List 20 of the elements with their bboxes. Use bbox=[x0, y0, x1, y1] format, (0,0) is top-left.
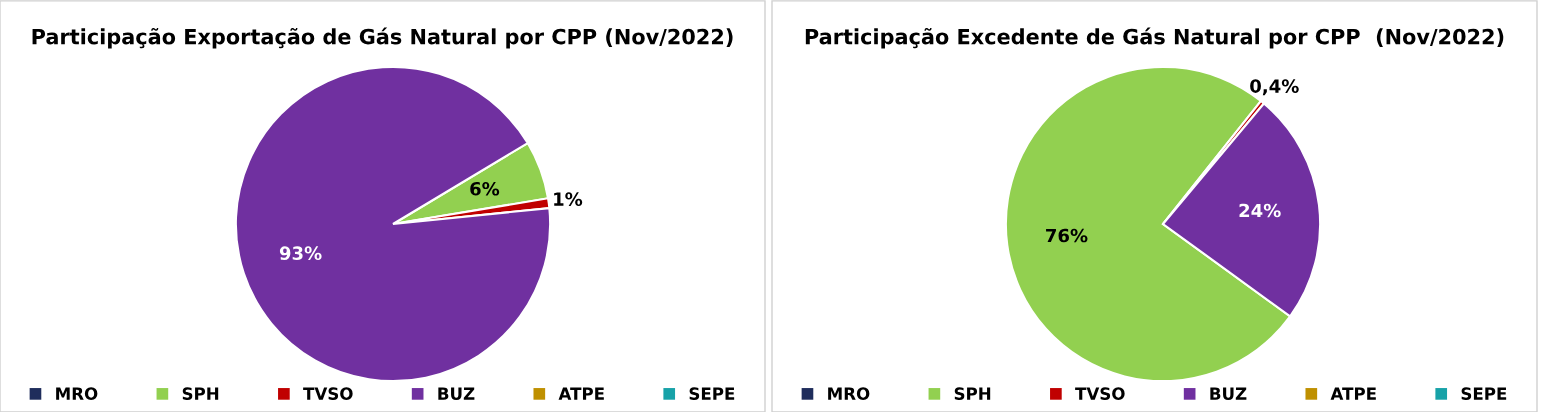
legend-label: SPH bbox=[954, 387, 991, 400]
legend-label: BUZ bbox=[1210, 387, 1247, 400]
legend-label: SEPE bbox=[1461, 387, 1507, 400]
legend-label: ATPE bbox=[1330, 387, 1376, 400]
data-label: 24% bbox=[1239, 203, 1281, 218]
data-label: 76% bbox=[1046, 228, 1088, 243]
legend-label: SPH bbox=[182, 387, 219, 400]
chart-title: Participação Excedente de Gás Natural por CPP (Nov/2022) bbox=[805, 27, 1504, 49]
legend-label: TVSO bbox=[303, 387, 353, 400]
data-label: 0,4% bbox=[1250, 79, 1299, 96]
legend-label: BUZ bbox=[438, 387, 475, 400]
data-label: 6% bbox=[470, 181, 500, 196]
data-label: 93% bbox=[279, 246, 322, 260]
chart-title: Participação Exportação de Gás Natural por CPP (Nov/2022) bbox=[32, 27, 733, 49]
legend-label: SEPE bbox=[689, 387, 735, 400]
legend-label: TVSO bbox=[1075, 387, 1125, 400]
legend-label: MRO bbox=[828, 387, 870, 400]
legend-label: ATPE bbox=[558, 387, 604, 400]
data-label: 1% bbox=[554, 192, 583, 206]
legend-label: MRO bbox=[56, 387, 98, 400]
